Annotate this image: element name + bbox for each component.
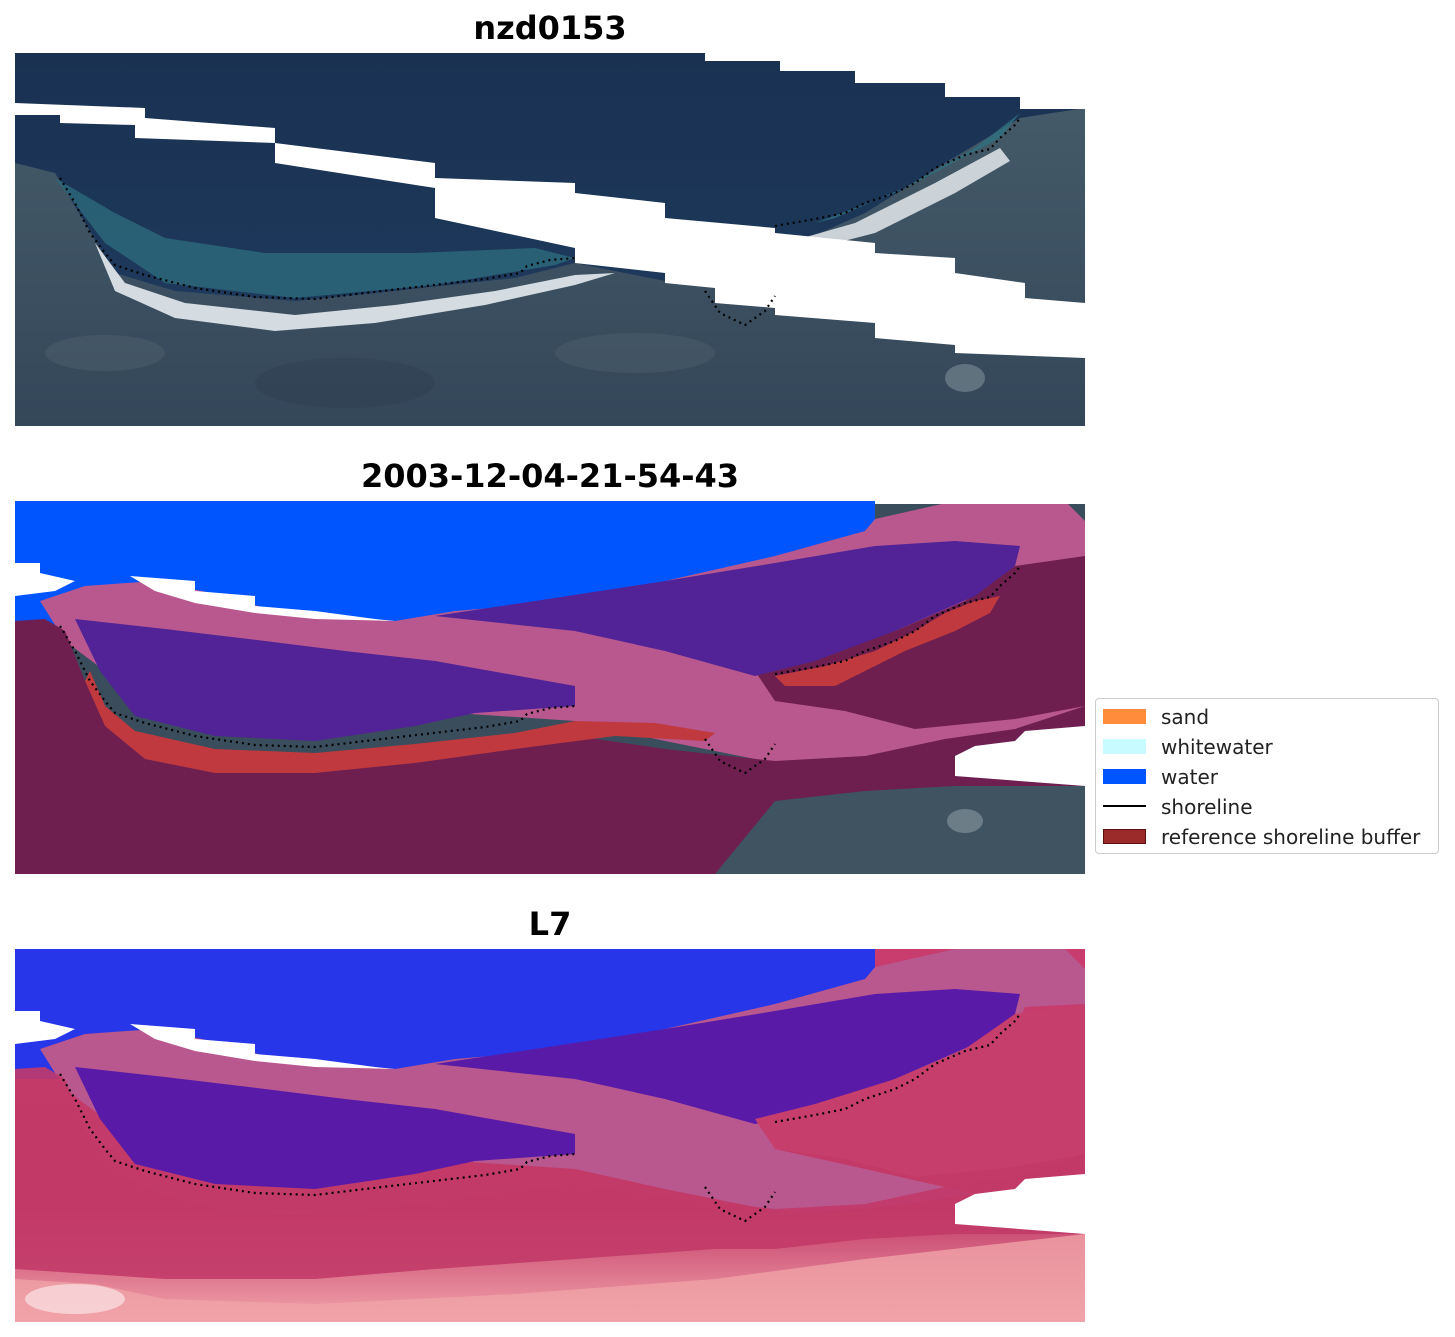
sand-swatch: [1103, 709, 1146, 724]
legend-item-whitewater: whitewater: [1096, 732, 1438, 760]
legend-label: reference shoreline buffer: [1161, 825, 1421, 849]
panel-title-sensor: L7: [528, 905, 572, 943]
shoreline-line: [59, 1073, 576, 1197]
index-image: [15, 949, 1085, 1322]
legend-label: shoreline: [1161, 795, 1253, 819]
water-swatch: [1103, 769, 1146, 784]
whitewater-swatch: [1103, 739, 1146, 754]
panel-title-rgb: nzd0153: [473, 9, 627, 47]
legend-item-reference-buffer: reference shoreline buffer: [1096, 822, 1438, 850]
legend-item-sand: sand: [1096, 702, 1438, 730]
rgb-image-panel: [15, 53, 1085, 426]
classified-image: [15, 501, 1085, 874]
legend-item-water: water: [1096, 762, 1438, 790]
classification-panel: [15, 501, 1085, 874]
panel-title-date: 2003-12-04-21-54-43: [360, 457, 740, 495]
buffer-swatch: [1103, 829, 1146, 844]
legend-label: sand: [1161, 705, 1210, 729]
satellite-rgb-image: [15, 53, 1085, 426]
legend-item-shoreline: shoreline: [1096, 792, 1438, 820]
shoreline-line-swatch: [1103, 805, 1146, 807]
shoreline-line: [59, 177, 576, 301]
legend-label: whitewater: [1161, 735, 1273, 759]
shoreline-line: [59, 625, 576, 749]
legend: sand whitewater water shoreline referenc…: [1095, 698, 1439, 854]
legend-label: water: [1161, 765, 1218, 789]
index-image-panel: [15, 949, 1085, 1322]
